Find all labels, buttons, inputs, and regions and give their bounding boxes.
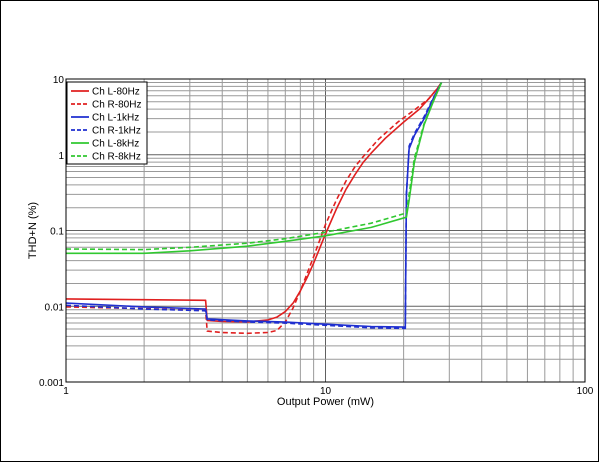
series-line-3 [65,82,443,328]
legend-box [66,81,148,165]
legend-label: Ch L-1kHz [92,113,139,124]
x-axis-label: Output Power (mW) [277,396,374,408]
y-tick-label: 10 [53,75,65,86]
series-line-2 [65,82,443,335]
plot-border [65,78,586,383]
legend-label: Ch R-1kHz [92,126,141,137]
y-tick-label: 1 [58,151,64,162]
series-lines [65,82,443,335]
legend: Ch L-80Hz Ch R-80Hz Ch L-1kHz Ch R-1kHz Ch L… [66,81,148,165]
y-tick-label: 0.1 [50,227,64,238]
x-tick-label: 1 [63,386,69,397]
legend-label: Ch R-8kHz [92,152,141,163]
y-axis-label: THD+N (%) [27,202,39,259]
x-tick-label: 100 [577,386,594,397]
series-line-4 [65,82,443,330]
x-tick-label: 10 [320,386,332,397]
series-line-6 [65,82,443,251]
grid-lines [66,79,585,382]
y-tick-label: 0.001 [39,378,64,389]
y-tick-labels: 0.001 0.01 0.1 1 10 [39,75,64,389]
x-tick-labels: 1 10 100 [63,386,594,397]
legend-label: Ch R-80Hz [92,100,141,111]
legend-label: Ch L-80Hz [92,87,140,98]
y-tick-label: 0.01 [45,302,65,313]
legend-label: Ch L-8kHz [92,139,139,150]
